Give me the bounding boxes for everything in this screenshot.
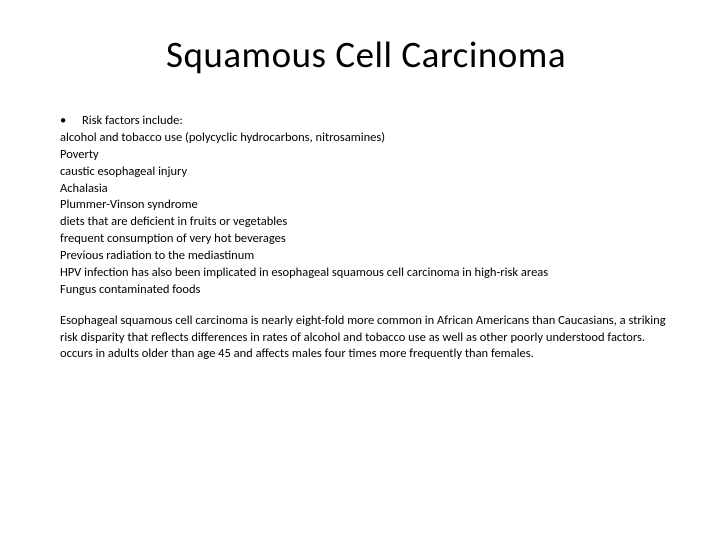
- slide: Squamous Cell Carcinoma • Risk factors i…: [0, 0, 720, 540]
- slide-title: Squamous Cell Carcinoma: [60, 32, 672, 77]
- bullet-icon: •: [60, 113, 82, 130]
- risk-item: frequent consumption of very hot beverag…: [60, 231, 672, 248]
- risk-item: Plummer-Vinson syndrome: [60, 197, 672, 214]
- risk-factors-heading: • Risk factors include:: [60, 113, 672, 130]
- risk-item: Previous radiation to the mediastinum: [60, 248, 672, 265]
- paragraph: occurs in adults older than age 45 and a…: [60, 346, 672, 363]
- risk-item: diets that are deficient in fruits or ve…: [60, 214, 672, 231]
- risk-item: caustic esophageal injury: [60, 164, 672, 181]
- risk-item: alcohol and tobacco use (polycyclic hydr…: [60, 130, 672, 147]
- risk-item: Fungus contaminated foods: [60, 282, 672, 299]
- paragraph: Esophageal squamous cell carcinoma is ne…: [60, 313, 672, 347]
- risk-item: HPV infection has also been implicated i…: [60, 265, 672, 282]
- risk-item: Poverty: [60, 147, 672, 164]
- spacer: [60, 299, 672, 313]
- slide-body: • Risk factors include: alcohol and toba…: [60, 113, 672, 363]
- risk-intro-text: Risk factors include:: [82, 113, 183, 130]
- risk-item: Achalasia: [60, 181, 672, 198]
